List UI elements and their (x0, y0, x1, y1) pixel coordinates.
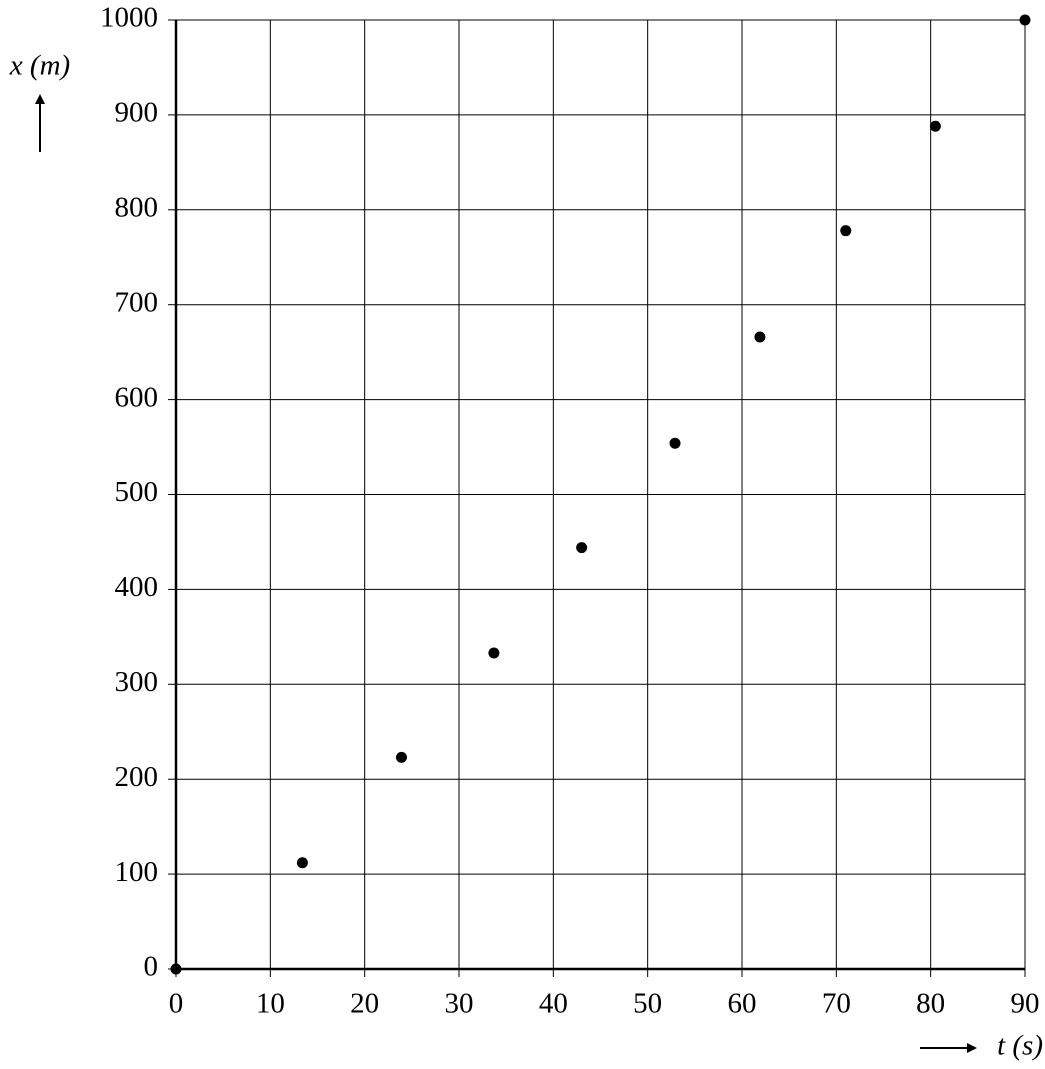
x-tick-label: 0 (169, 988, 184, 1020)
y-tick-label: 800 (115, 191, 159, 223)
y-tick-label: 1000 (100, 2, 158, 34)
y-tick-label: 700 (115, 286, 159, 318)
x-tick-label: 70 (822, 988, 851, 1020)
y-tick-label: 200 (115, 761, 159, 793)
y-tick-label: 900 (115, 97, 159, 129)
data-point (1019, 14, 1031, 26)
x-tick-label: 80 (916, 988, 945, 1020)
x-tick-label: 20 (350, 988, 379, 1020)
y-tick-label: 300 (115, 666, 159, 698)
data-point (576, 542, 588, 554)
x-axis-label: t (s) (997, 1030, 1043, 1062)
data-point (929, 120, 941, 132)
y-tick-label: 0 (144, 951, 159, 983)
y-tick-label: 100 (115, 856, 159, 888)
x-tick-label: 90 (1011, 988, 1040, 1020)
data-point (840, 225, 852, 237)
x-tick-label: 60 (728, 988, 757, 1020)
y-axis-label: x (m) (9, 50, 70, 82)
data-point (669, 437, 681, 449)
data-point (488, 647, 500, 659)
y-tick-label: 600 (115, 381, 159, 413)
data-point (296, 857, 308, 869)
x-tick-label: 30 (445, 988, 474, 1020)
y-tick-label: 400 (115, 571, 159, 603)
y-tick-label: 500 (115, 476, 159, 508)
data-point (395, 751, 407, 763)
x-tick-label: 40 (539, 988, 568, 1020)
x-tick-label: 50 (633, 988, 662, 1020)
x-tick-label: 10 (256, 988, 285, 1020)
data-point (170, 963, 182, 975)
data-point (754, 331, 766, 343)
